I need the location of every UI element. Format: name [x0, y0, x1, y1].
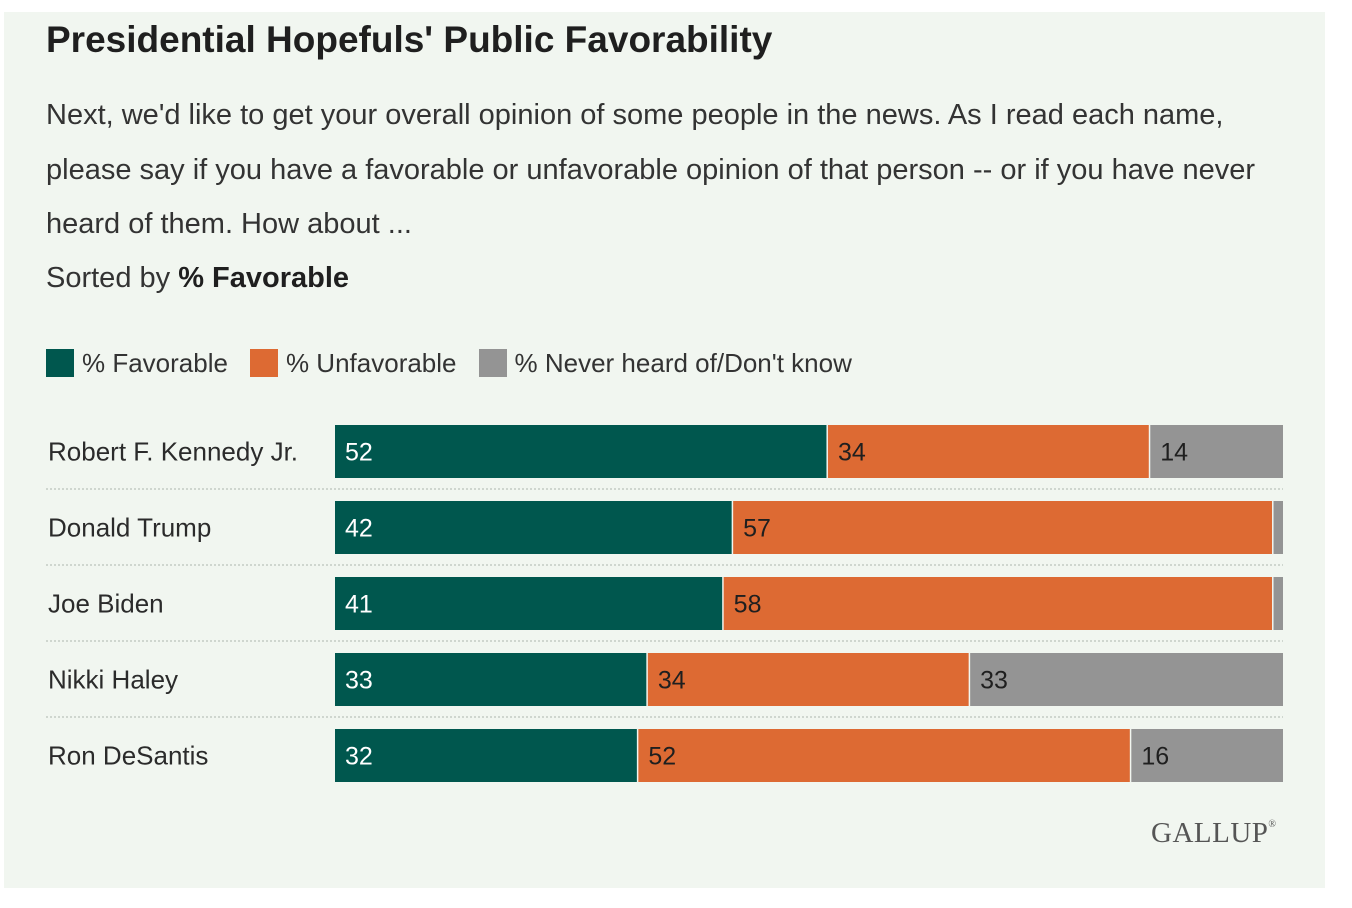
category-label-donald-trump: Donald Trump [48, 513, 211, 543]
data-label-unfavorable-ron-desantis: 52 [648, 743, 676, 771]
data-label-favorable-nikki-haley: 33 [345, 667, 373, 695]
bar-favorable-ron-desantis [335, 729, 637, 782]
data-label-unfavorable-joe-biden: 58 [734, 591, 762, 619]
bar-unfavorable-joe-biden [723, 577, 1273, 630]
data-label-never-heard-robert-f-kennedy-jr: 14 [1160, 439, 1188, 467]
sort-note: Sorted by % Favorable [46, 251, 349, 305]
data-label-favorable-robert-f-kennedy-jr: 52 [345, 439, 373, 467]
bar-unfavorable-nikki-haley [647, 653, 969, 706]
sort-prefix: Sorted by [46, 262, 171, 294]
legend-swatch-never-heard [478, 349, 507, 377]
legend-item-never-heard: % Never heard of/Don't know [478, 347, 852, 379]
bar-never-heard-joe-biden [1273, 577, 1283, 630]
bar-favorable-robert-f-kennedy-jr [335, 425, 827, 478]
bar-favorable-donald-trump [335, 501, 732, 554]
legend-swatch-favorable [46, 349, 74, 377]
data-label-favorable-donald-trump: 42 [345, 515, 373, 543]
bar-never-heard-ron-desantis [1131, 729, 1283, 782]
category-label-robert-f-kennedy-jr: Robert F. Kennedy Jr. [48, 437, 298, 467]
category-label-ron-desantis: Ron DeSantis [48, 741, 208, 771]
data-label-favorable-joe-biden: 41 [345, 591, 373, 619]
legend-label-unfavorable: % Unfavorable [285, 347, 457, 378]
bar-never-heard-donald-trump [1273, 501, 1283, 554]
data-label-unfavorable-robert-f-kennedy-jr: 34 [838, 439, 866, 467]
legend-label-favorable: % Favorable [82, 347, 228, 378]
data-label-unfavorable-donald-trump: 57 [743, 515, 771, 543]
data-label-never-heard-nikki-haley: 33 [980, 667, 1008, 695]
gallup-logo-text: GALLUP [1151, 817, 1269, 849]
bar-never-heard-nikki-haley [970, 653, 1283, 706]
legend-item-unfavorable: % Unfavorable [249, 347, 457, 379]
bar-unfavorable-robert-f-kennedy-jr [827, 425, 1149, 478]
legend-item-favorable: % Favorable [46, 348, 228, 379]
legend-label-never-heard: % Never heard of/Don't know [514, 347, 852, 378]
legend: % Favorable % Unfavorable % Never heard … [46, 345, 874, 381]
bar-unfavorable-ron-desantis [638, 729, 1130, 782]
chart-title: Presidential Hopefuls' Public Favorabili… [46, 19, 773, 60]
bar-favorable-nikki-haley [335, 653, 647, 706]
bar-unfavorable-donald-trump [733, 501, 1273, 554]
bar-never-heard-robert-f-kennedy-jr [1150, 425, 1283, 478]
data-label-favorable-ron-desantis: 32 [345, 743, 373, 771]
legend-swatch-unfavorable [249, 349, 278, 377]
data-label-never-heard-ron-desantis: 16 [1141, 743, 1169, 771]
gallup-logo: GALLUP® [1151, 817, 1277, 849]
category-label-nikki-haley: Nikki Haley [48, 665, 178, 695]
data-label-unfavorable-nikki-haley: 34 [658, 667, 686, 695]
bar-favorable-joe-biden [335, 577, 723, 630]
survey-question: Next, we'd like to get your overall opin… [46, 99, 1256, 240]
category-label-joe-biden: Joe Biden [48, 589, 164, 619]
sort-key: % Favorable [178, 262, 350, 294]
